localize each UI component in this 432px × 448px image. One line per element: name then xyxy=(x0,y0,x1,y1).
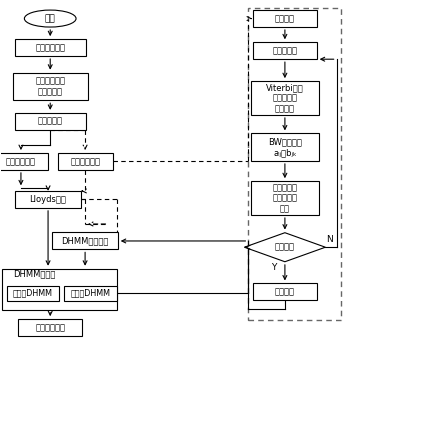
FancyBboxPatch shape xyxy=(253,42,317,59)
Ellipse shape xyxy=(24,10,76,27)
FancyBboxPatch shape xyxy=(7,286,59,301)
FancyBboxPatch shape xyxy=(2,269,118,310)
FancyBboxPatch shape xyxy=(13,73,88,100)
FancyBboxPatch shape xyxy=(15,191,82,208)
FancyBboxPatch shape xyxy=(15,113,86,130)
Text: 新模型下计
算状态序列
概率: 新模型下计 算状态序列 概率 xyxy=(273,183,297,213)
FancyBboxPatch shape xyxy=(64,286,117,301)
Text: N: N xyxy=(326,235,333,244)
Text: 开始: 开始 xyxy=(45,14,56,23)
Text: Viterbi算法
计算状态序
列和概率: Viterbi算法 计算状态序 列和概率 xyxy=(266,83,304,113)
FancyBboxPatch shape xyxy=(251,181,319,215)
FancyBboxPatch shape xyxy=(18,319,82,336)
Text: 模型初始化: 模型初始化 xyxy=(273,46,297,55)
Text: Y: Y xyxy=(271,263,277,272)
FancyBboxPatch shape xyxy=(253,284,317,300)
Text: 辨识数据入口: 辨识数据入口 xyxy=(6,157,36,166)
FancyBboxPatch shape xyxy=(15,39,86,56)
Text: 原始特征序列: 原始特征序列 xyxy=(35,43,65,52)
Text: BW算法计算
aᵢⱼ和bⱼₖ: BW算法计算 aᵢⱼ和bⱼₖ xyxy=(268,138,302,157)
Text: 归一化处理: 归一化处理 xyxy=(38,117,63,126)
FancyBboxPatch shape xyxy=(248,8,341,320)
FancyBboxPatch shape xyxy=(251,81,319,115)
FancyBboxPatch shape xyxy=(52,233,118,250)
Text: Lloyds编码: Lloyds编码 xyxy=(30,195,67,204)
FancyBboxPatch shape xyxy=(253,10,317,27)
Text: DHMM分类器: DHMM分类器 xyxy=(14,270,56,279)
Text: 模型参数: 模型参数 xyxy=(275,287,295,297)
Text: 输出分类结果: 输出分类结果 xyxy=(35,323,65,332)
Text: 失稳的DHMM: 失稳的DHMM xyxy=(70,289,110,298)
Text: 稳定的DHMM: 稳定的DHMM xyxy=(13,289,53,298)
Text: DHMM参数重估: DHMM参数重估 xyxy=(61,237,109,246)
FancyBboxPatch shape xyxy=(251,134,319,161)
FancyBboxPatch shape xyxy=(0,153,48,170)
FancyBboxPatch shape xyxy=(57,153,113,170)
Text: 训练数据: 训练数据 xyxy=(275,14,295,23)
Polygon shape xyxy=(245,233,325,262)
Text: 是否收敛: 是否收敛 xyxy=(275,243,295,252)
Text: 灵敏度筛选后
的特征子集: 灵敏度筛选后 的特征子集 xyxy=(35,77,65,96)
Text: 训练数据入口: 训练数据入口 xyxy=(70,157,100,166)
